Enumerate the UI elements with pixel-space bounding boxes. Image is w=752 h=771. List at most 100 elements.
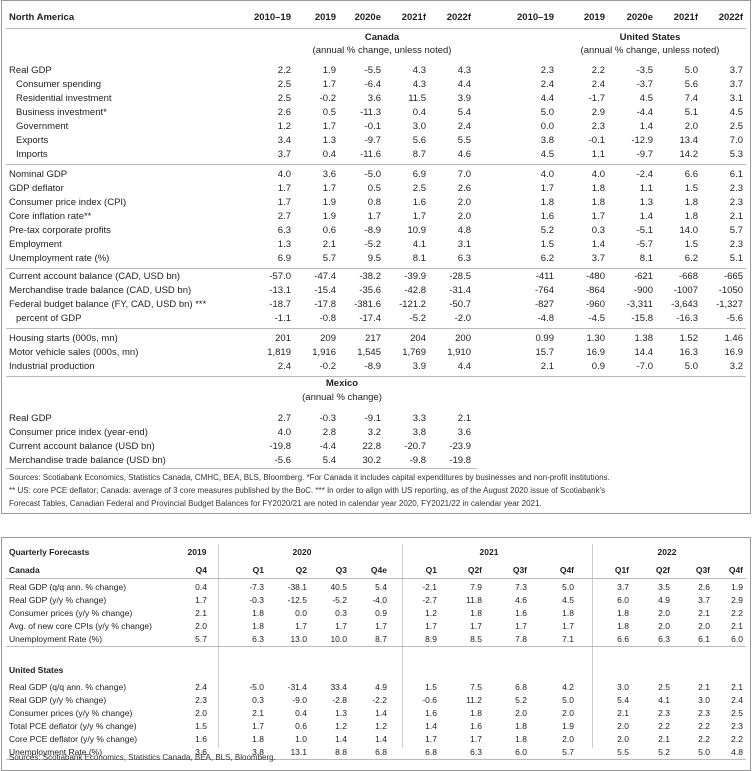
cell: -4.4 xyxy=(319,441,336,452)
cell: 1.8 xyxy=(540,197,554,208)
cell: -12.9 xyxy=(631,135,653,146)
cell: 4.6 xyxy=(457,149,471,160)
rule xyxy=(6,376,746,377)
cell: 2.3 xyxy=(731,721,743,731)
cell: -0.6 xyxy=(422,695,437,705)
cell: 2.1 xyxy=(252,708,264,718)
row-label: Real GDP xyxy=(9,65,52,76)
cell: -9.7 xyxy=(364,135,381,146)
cell: 14.0 xyxy=(679,225,699,236)
cell: 4.8 xyxy=(731,747,743,757)
cell: -5.0 xyxy=(249,682,264,692)
cell: 1.7 xyxy=(252,721,264,731)
section-heading: United States xyxy=(619,32,681,43)
annual-forecast-table: North America 2010–19 2019 2020e 2021f 2022f 2… xyxy=(1,0,751,514)
cell: -0.1 xyxy=(364,121,381,132)
cell: -381.6 xyxy=(354,299,381,310)
row-label: Real GDP (q/q ann. % change) xyxy=(9,582,127,592)
cell: -5.7 xyxy=(636,239,653,250)
cell: 0.4 xyxy=(195,582,207,592)
cell: 2.1 xyxy=(658,734,670,744)
cell: 0.99 xyxy=(535,333,555,344)
cell: -0.2 xyxy=(319,361,336,372)
cell: 14.2 xyxy=(679,149,699,160)
cell: 3.0 xyxy=(617,682,629,692)
cell: 16.9 xyxy=(724,347,744,358)
cell: 2.3 xyxy=(729,197,743,208)
cell: -2.8 xyxy=(332,695,347,705)
cell: 10.0 xyxy=(330,634,347,644)
cell: -4.8 xyxy=(537,313,554,324)
cell: 6.8 xyxy=(515,682,527,692)
column-header: Q2f xyxy=(655,565,670,575)
cell: -3,311 xyxy=(626,299,653,310)
cell: 5.7 xyxy=(195,634,207,644)
cell: 3.6 xyxy=(457,427,471,438)
row-label: Current account balance (CAD, USD bn) xyxy=(9,271,181,282)
cell: -5.0 xyxy=(364,169,381,180)
row-label: Merchandise trade balance (USD bn) xyxy=(9,455,166,466)
cell: 5.5 xyxy=(617,747,629,757)
cell: 1,916 xyxy=(312,347,336,358)
cell: 30.2 xyxy=(362,455,382,466)
cell: -18.7 xyxy=(269,299,291,310)
cell: 6.8 xyxy=(425,747,437,757)
cell: 5.0 xyxy=(562,582,574,592)
cell: 1.4 xyxy=(639,121,653,132)
cell: -480 xyxy=(585,271,605,282)
cell: 1.7 xyxy=(562,621,574,631)
cell: -19.8 xyxy=(269,441,291,452)
cell: 3.7 xyxy=(617,582,629,592)
cell: -42.8 xyxy=(404,285,426,296)
cell: 1.3 xyxy=(277,239,291,250)
cell: -1007 xyxy=(673,285,698,296)
cell: -411 xyxy=(535,271,554,282)
cell: -9.1 xyxy=(364,413,381,424)
row-label: Consumer prices (y/y % change) xyxy=(9,708,133,718)
cell: 4.8 xyxy=(457,225,471,236)
rule xyxy=(6,28,746,29)
row-label: Motor vehicle sales (000s, mn) xyxy=(9,347,139,358)
cell: 4.5 xyxy=(562,595,574,605)
cell: 3.8 xyxy=(412,427,426,438)
column-header: 2019 xyxy=(314,12,336,23)
cell: 9.5 xyxy=(367,253,381,264)
section-heading: Canada xyxy=(9,565,40,575)
cell: 1.4 xyxy=(425,721,437,731)
cell: 4.2 xyxy=(562,682,574,692)
cell: 8.1 xyxy=(639,253,653,264)
column-header: 2022f xyxy=(718,12,743,23)
cell: 4.3 xyxy=(412,65,426,76)
column-header: 2010–19 xyxy=(517,12,554,23)
cell: -2.2 xyxy=(372,695,387,705)
header: North America xyxy=(9,12,75,23)
cell: 1,910 xyxy=(447,347,471,358)
cell: 2.1 xyxy=(322,239,336,250)
cell: 0.4 xyxy=(295,708,307,718)
cell: 3.4 xyxy=(277,135,291,146)
cell: -35.6 xyxy=(359,285,381,296)
cell: 5.0 xyxy=(698,747,710,757)
cell: 2.7 xyxy=(277,211,291,222)
cell: -11.6 xyxy=(360,149,381,160)
rule xyxy=(6,268,746,269)
column-header: Q1f xyxy=(614,565,629,575)
cell: 1.7 xyxy=(277,183,291,194)
cell: 3.9 xyxy=(412,361,426,372)
quarterly-forecast-table: Quarterly Forecasts 2019 2020 2021 2022 Q4 Q1 Q… xyxy=(1,537,751,771)
cell: 2.3 xyxy=(729,183,743,194)
cell: -4.4 xyxy=(636,107,653,118)
cell: 13.0 xyxy=(290,634,307,644)
cell: -8.9 xyxy=(364,361,381,372)
cell: 1.8 xyxy=(252,621,264,631)
cell: 1.4 xyxy=(375,734,387,744)
cell: 6.9 xyxy=(277,253,291,264)
column-header: 2020e xyxy=(626,12,653,23)
cell: 217 xyxy=(365,333,381,344)
cell: 7.3 xyxy=(515,582,527,592)
cell: 2.4 xyxy=(195,682,207,692)
cell: 4.4 xyxy=(540,93,554,104)
cell: 2.0 xyxy=(195,708,207,718)
cell: -38.2 xyxy=(359,271,381,282)
